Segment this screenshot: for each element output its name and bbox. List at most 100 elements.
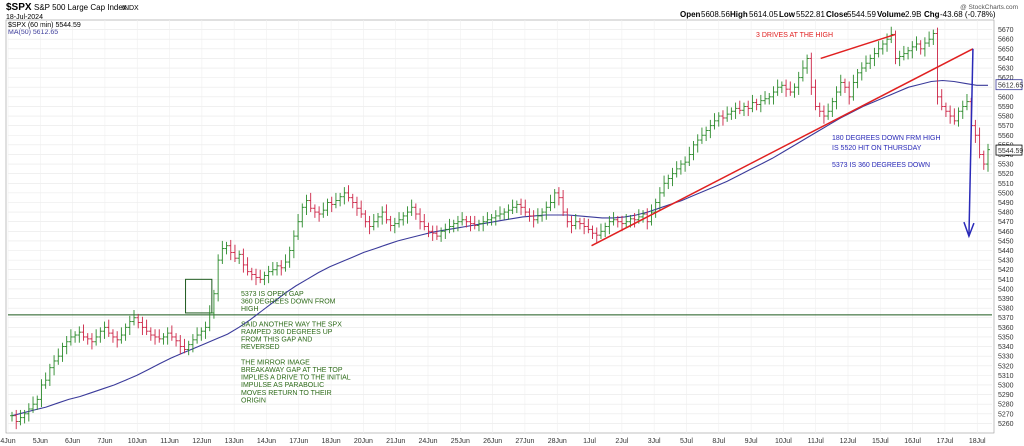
ma-line	[11, 79, 988, 417]
green-note-line: 5373 IS OPEN GAP	[241, 291, 304, 298]
green-note-line: SAID ANOTHER WAY THE SPX	[241, 321, 342, 328]
y-tick-label: 5630	[998, 66, 1014, 73]
y-tick-label: 5640	[998, 56, 1014, 63]
y-tick-label: 5260	[998, 421, 1014, 428]
index-name: S&P 500 Large Cap Index	[34, 3, 127, 12]
y-tick-label: 5470	[998, 219, 1014, 226]
y-tick-label: 5420	[998, 267, 1014, 274]
ma-price-tag	[995, 79, 1023, 91]
x-tick-label: 3Jul	[648, 438, 661, 445]
green-note-line: HIGH	[241, 306, 259, 313]
x-tick-label: 10Jul	[775, 438, 792, 445]
annotation-blue-3: 5373 IS 360 DEGREES DOWN	[832, 162, 930, 169]
high-label: High	[730, 10, 748, 19]
x-tick-label: 5Jun	[33, 438, 48, 445]
chg-label: Chg	[924, 10, 940, 19]
y-tick-label: 5280	[998, 402, 1014, 409]
close-price-tag	[995, 144, 1023, 156]
y-tick-label: 5620	[998, 75, 1014, 82]
y-tick-label: 5430	[998, 258, 1014, 265]
gridlines	[7, 20, 992, 433]
high-value: 5614.05	[749, 10, 778, 19]
upper-trendline	[820, 33, 896, 60]
y-tick-label: 5390	[998, 296, 1014, 303]
y-tick-label: 5290	[998, 392, 1014, 399]
x-tick-label: 10Jun	[128, 438, 147, 445]
y-tick-label: 5410	[998, 277, 1014, 284]
y-tick-label: 5520	[998, 171, 1014, 178]
y-tick-label: 5500	[998, 190, 1014, 197]
y-tick-label: 5380	[998, 306, 1014, 313]
y-tick-label: 5600	[998, 94, 1014, 101]
y-tick-label: 5580	[998, 114, 1014, 121]
green-note-line: ORIGIN	[241, 397, 266, 404]
y-tick-label: 5370	[998, 315, 1014, 322]
green-note-line: RAMPED 360 DEGREES UP	[241, 329, 333, 336]
x-tick-label: 13Jun	[225, 438, 244, 445]
drop-arrowhead	[963, 221, 975, 239]
y-tick-label: 5530	[998, 162, 1014, 169]
x-tick-label: 12Jul	[840, 438, 857, 445]
y-tick-label: 5360	[998, 325, 1014, 332]
green-note-line: BREAKAWAY GAP AT THE TOP	[241, 367, 343, 374]
x-tick-label: 12Jun	[192, 438, 211, 445]
watermark: @ StockCharts.com	[960, 4, 1018, 11]
green-note-line: REVERSED	[241, 344, 280, 351]
x-tick-label: 24Jun	[418, 438, 437, 445]
x-tick-label: 20Jun	[354, 438, 373, 445]
close-price-tag-label: 5544.59	[998, 148, 1023, 155]
ohlc-readout: Open 5608.56 High 5614.05 Low 5522.81 Cl…	[680, 10, 996, 19]
volume-value: 2.9B	[905, 10, 921, 19]
y-tick-label: 5330	[998, 354, 1014, 361]
green-note-line: FROM THIS GAP AND	[241, 337, 312, 344]
y-tick-label: 5670	[998, 27, 1014, 34]
y-tick-label: 5340	[998, 344, 1014, 351]
x-axis: 4Jun 5Jun 6Jun 7Jun 10Jun 11Jun 12Jun 13Jun 14Ju…	[0, 438, 986, 445]
annotation-blue-1: 180 DEGREES DOWN FRM HIGH	[832, 135, 941, 142]
y-tick-label: 5460	[998, 229, 1014, 236]
green-note-line: THE MIRROR IMAGE	[241, 359, 310, 366]
x-tick-label: 17Jul	[937, 438, 954, 445]
x-tick-label: 6Jun	[65, 438, 80, 445]
x-tick-label: 28Jun	[548, 438, 567, 445]
y-tick-label: 5510	[998, 181, 1014, 188]
x-tick-label: 4Jun	[0, 438, 15, 445]
x-tick-label: 8Jul	[712, 438, 725, 445]
annotations: 3 DRIVES AT THE HIGH 180 DEGREES DOWN FR…	[591, 32, 975, 247]
y-tick-label: 5650	[998, 46, 1014, 53]
x-tick-label: 17Jun	[289, 438, 308, 445]
close-value: 5544.59	[847, 10, 876, 19]
y-tick-label: 5490	[998, 200, 1014, 207]
drop-arrow	[968, 48, 974, 237]
x-tick-label: 26Jun	[483, 438, 502, 445]
y-tick-label: 5440	[998, 248, 1014, 255]
gap-box	[185, 278, 213, 314]
chart-date: 18-Jul-2024	[6, 14, 43, 21]
x-tick-label: 18Jun	[322, 438, 341, 445]
volume-label: Volume	[877, 10, 906, 19]
y-tick-label: 5480	[998, 210, 1014, 217]
annotation-blue-2: IS 5520 HIT ON THURSDAY	[832, 145, 922, 152]
overlays	[8, 278, 992, 316]
x-tick-label: 2Jul	[615, 438, 628, 445]
y-tick-label: 5300	[998, 382, 1014, 389]
x-tick-label: 21Jun	[386, 438, 405, 445]
chg-value: -43.68 (-0.78%)	[940, 10, 996, 19]
y-tick-label: 5540	[998, 152, 1014, 159]
open-label: Open	[680, 10, 701, 19]
y-tick-label: 5400	[998, 286, 1014, 293]
price-tags: 5612.65 5544.59	[995, 79, 1023, 156]
green-note-line: MOVES RETURN TO THEIR	[241, 390, 332, 397]
y-tick-label: 5590	[998, 104, 1014, 111]
x-tick-label: 18Jul	[969, 438, 986, 445]
y-tick-label: 5450	[998, 238, 1014, 245]
low-value: 5522.81	[796, 10, 825, 19]
x-tick-label: 11Jul	[808, 438, 825, 445]
close-label: Close	[826, 10, 848, 19]
price-series	[10, 26, 990, 430]
legend-ma: MA(50) 5612.65	[8, 29, 58, 36]
green-note-line: IMPULSE AS PARABOLIC	[241, 382, 324, 389]
annotation-three-drives: 3 DRIVES AT THE HIGH	[756, 32, 833, 39]
